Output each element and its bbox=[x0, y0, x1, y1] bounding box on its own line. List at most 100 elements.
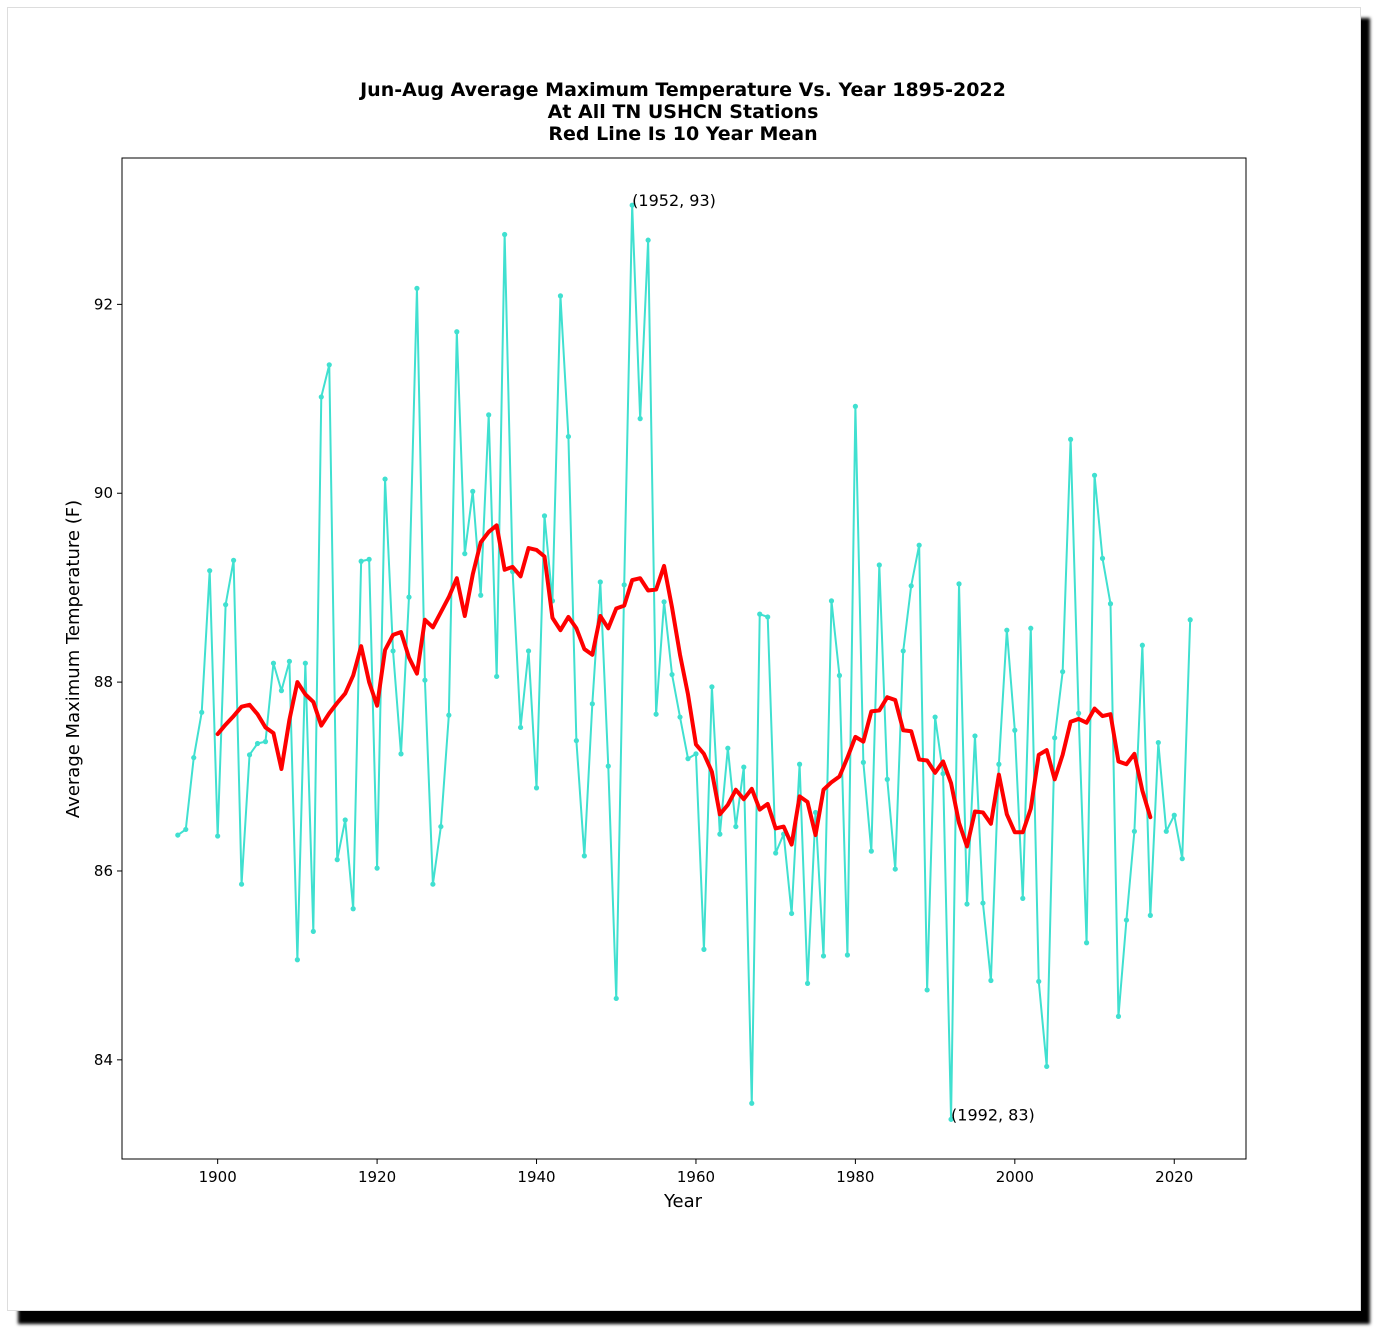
chart-title-line-2: At All TN USHCN Stations bbox=[548, 101, 819, 123]
data-point bbox=[1123, 917, 1130, 923]
data-point bbox=[326, 362, 332, 368]
annual-series-line bbox=[176, 204, 1192, 1121]
data-point bbox=[996, 761, 1002, 767]
data-point bbox=[254, 740, 261, 747]
data-point bbox=[988, 977, 994, 984]
data-point bbox=[1115, 1013, 1122, 1020]
y-tick-label: 90 bbox=[94, 484, 113, 502]
data-point bbox=[430, 881, 436, 887]
data-point bbox=[1044, 1063, 1050, 1070]
data-point bbox=[725, 745, 731, 751]
x-tick-label: 2020 bbox=[1155, 1168, 1193, 1186]
data-point bbox=[1187, 617, 1193, 623]
data-point bbox=[278, 688, 285, 694]
data-point bbox=[541, 513, 548, 519]
data-point bbox=[462, 551, 468, 557]
x-tick-label: 1900 bbox=[199, 1168, 237, 1186]
data-point bbox=[932, 714, 938, 720]
data-point bbox=[1091, 472, 1098, 478]
data-point bbox=[573, 738, 579, 744]
data-point bbox=[398, 751, 404, 757]
data-point bbox=[773, 850, 779, 856]
point-annotation: (1952, 93) bbox=[632, 191, 716, 210]
data-point bbox=[757, 611, 763, 617]
data-point bbox=[414, 285, 420, 291]
data-point bbox=[693, 751, 699, 757]
data-point bbox=[900, 648, 906, 654]
data-point bbox=[446, 712, 452, 718]
data-point bbox=[597, 579, 603, 585]
data-point bbox=[286, 658, 292, 664]
data-point bbox=[669, 671, 675, 678]
data-point bbox=[876, 562, 882, 568]
x-tick-label: 1960 bbox=[677, 1168, 715, 1186]
data-point bbox=[972, 733, 978, 739]
y-tick-label: 86 bbox=[94, 862, 113, 880]
data-point bbox=[653, 711, 659, 717]
data-point bbox=[916, 542, 922, 548]
data-point bbox=[294, 957, 300, 963]
mean-series-line bbox=[215, 523, 1153, 849]
data-point bbox=[860, 759, 866, 765]
data-point bbox=[956, 581, 962, 587]
data-point bbox=[366, 556, 372, 562]
data-point bbox=[796, 761, 803, 767]
data-point bbox=[820, 953, 827, 959]
data-point bbox=[924, 987, 930, 993]
point-annotation: (1992, 83) bbox=[951, 1105, 1035, 1124]
data-point bbox=[238, 881, 245, 887]
data-point bbox=[199, 709, 205, 715]
data-point bbox=[844, 952, 851, 958]
data-point bbox=[382, 476, 388, 482]
data-point bbox=[1155, 739, 1161, 746]
data-point bbox=[1099, 555, 1106, 562]
data-point bbox=[868, 848, 874, 854]
data-point bbox=[749, 1100, 755, 1106]
x-axis-label: Year bbox=[663, 1191, 703, 1212]
data-point bbox=[191, 755, 197, 761]
data-point bbox=[581, 853, 587, 859]
data-point bbox=[836, 672, 843, 679]
data-point bbox=[964, 901, 970, 907]
data-point bbox=[884, 776, 890, 782]
data-point bbox=[1083, 940, 1090, 946]
data-point bbox=[207, 568, 213, 574]
data-point bbox=[183, 826, 189, 833]
data-point bbox=[422, 677, 428, 683]
plot-area bbox=[121, 157, 1247, 1160]
data-point bbox=[486, 412, 492, 418]
data-point bbox=[1020, 895, 1026, 901]
data-point bbox=[565, 433, 572, 440]
data-point bbox=[717, 831, 723, 837]
data-point bbox=[1052, 735, 1058, 741]
data-point bbox=[661, 599, 667, 605]
data-point bbox=[517, 724, 524, 731]
data-point bbox=[350, 906, 356, 912]
y-tick-label: 88 bbox=[94, 673, 113, 691]
data-point bbox=[605, 763, 611, 769]
data-point bbox=[525, 648, 532, 654]
data-point bbox=[1147, 912, 1153, 918]
data-point bbox=[231, 557, 237, 563]
data-point bbox=[804, 980, 811, 986]
data-point bbox=[1139, 642, 1145, 648]
chart-title-line-1: Jun-Aug Average Maximum Temperature Vs. … bbox=[358, 79, 1006, 101]
data-point bbox=[358, 558, 364, 564]
data-point bbox=[454, 329, 460, 335]
data-point bbox=[1012, 727, 1018, 733]
data-point bbox=[438, 823, 444, 830]
data-point bbox=[589, 701, 595, 707]
data-point bbox=[621, 582, 627, 588]
data-point bbox=[342, 817, 348, 823]
data-point bbox=[215, 833, 221, 839]
data-point bbox=[1163, 828, 1169, 834]
data-point bbox=[1171, 812, 1177, 818]
data-point bbox=[246, 752, 253, 758]
data-point bbox=[677, 714, 683, 720]
data-point bbox=[741, 764, 747, 770]
data-point bbox=[980, 900, 986, 906]
data-point bbox=[390, 648, 396, 654]
data-point bbox=[1107, 601, 1114, 607]
data-point bbox=[262, 739, 269, 745]
